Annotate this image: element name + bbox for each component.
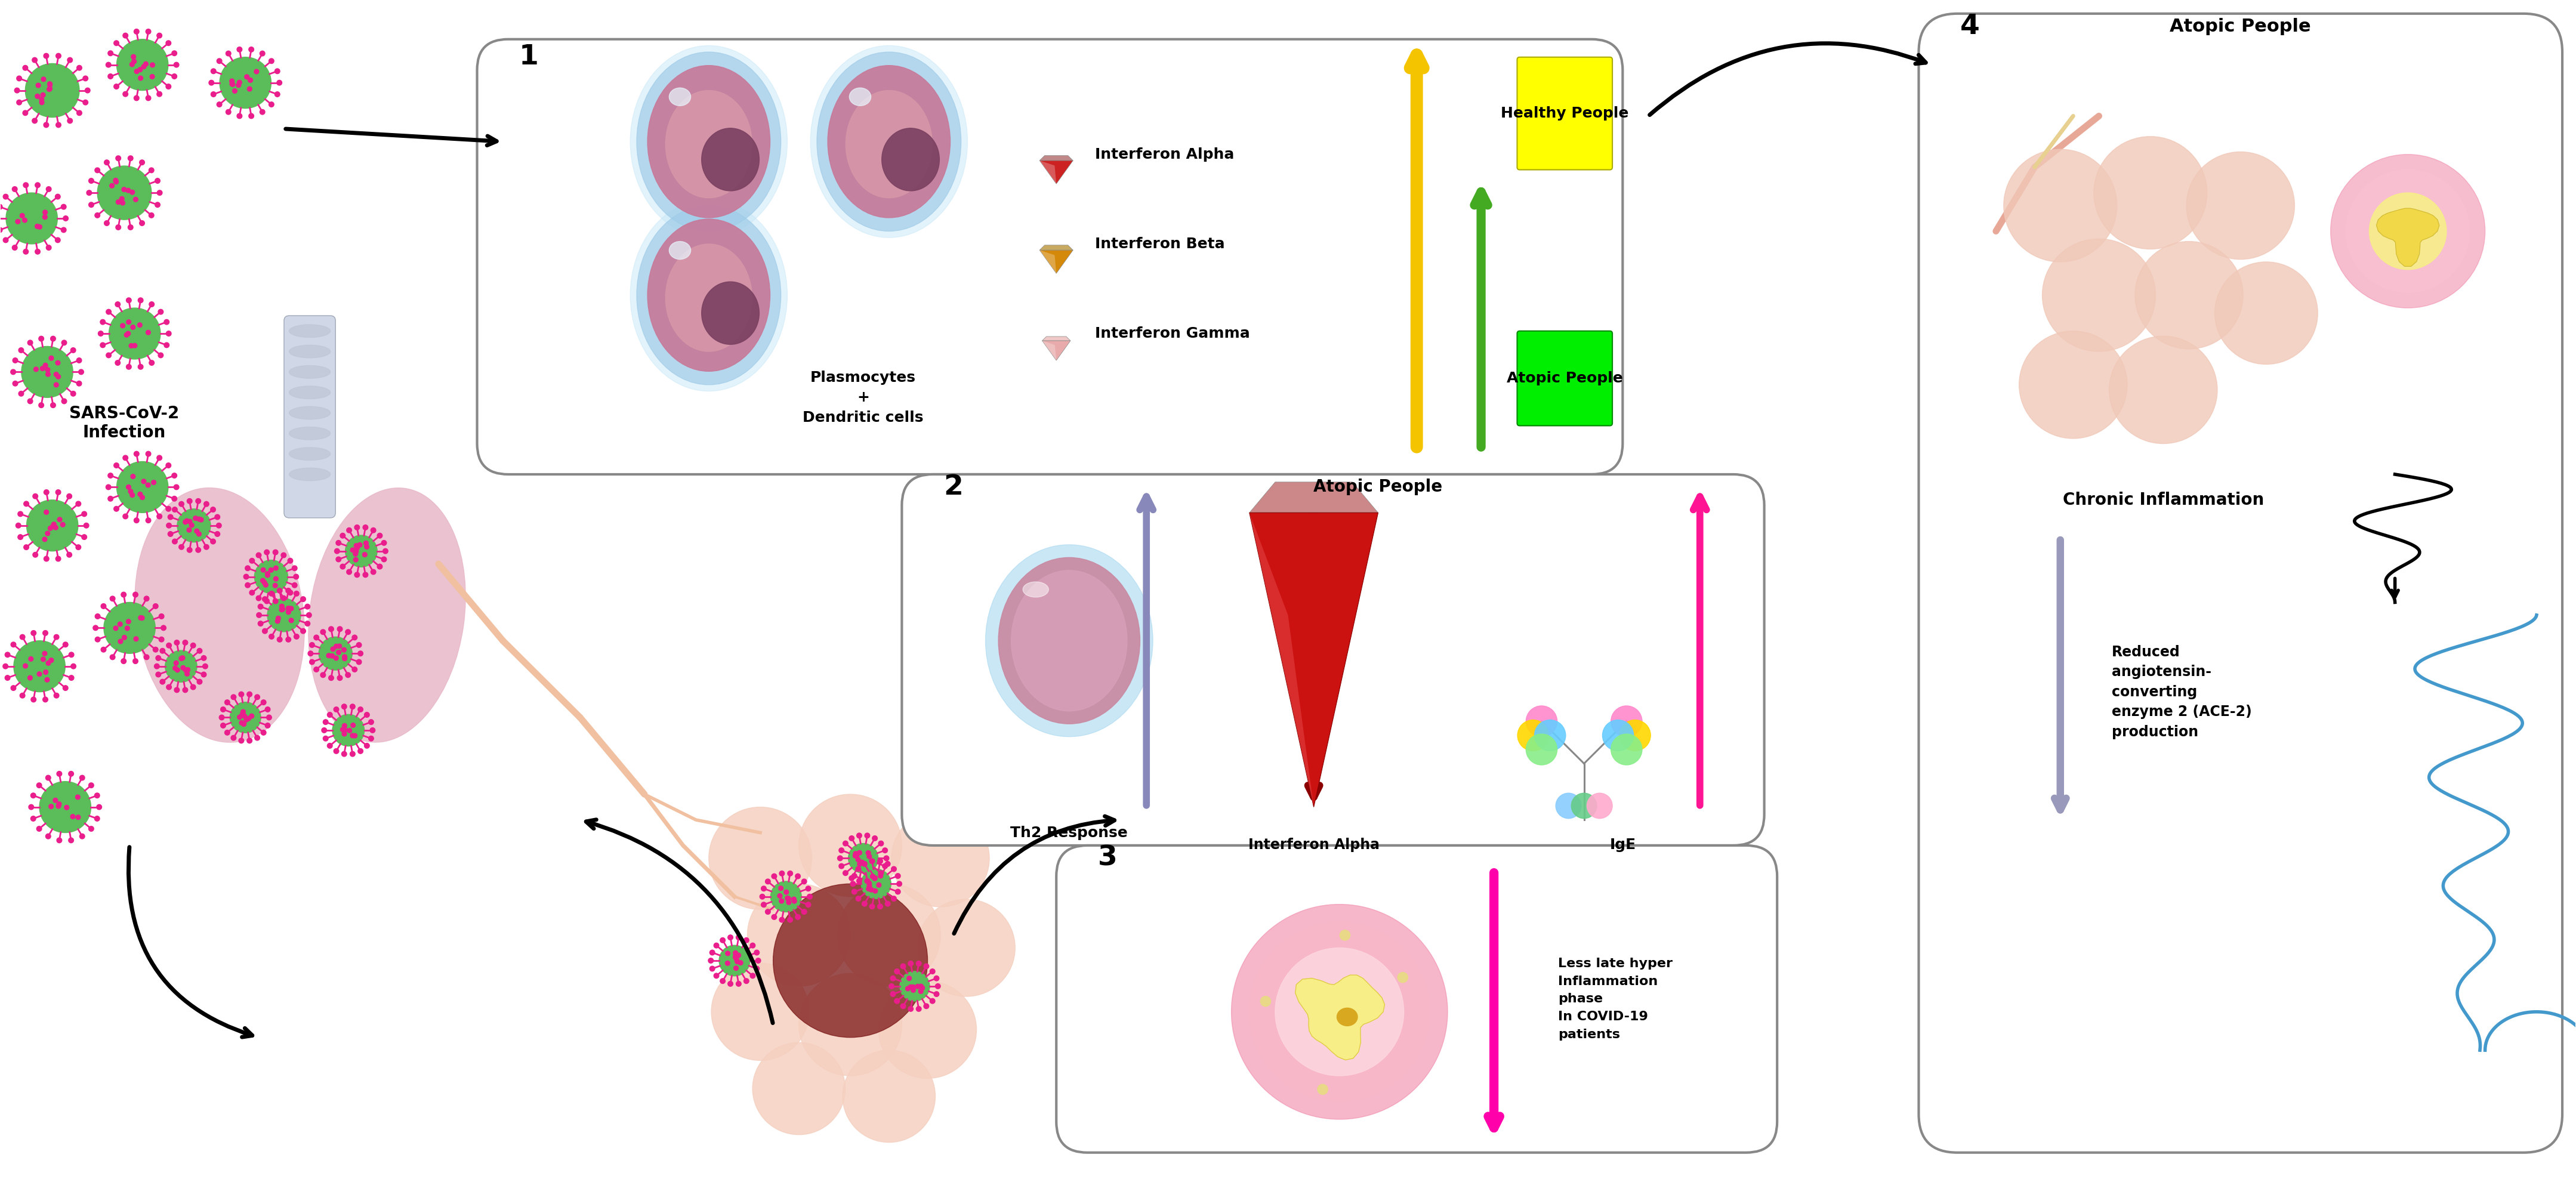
Circle shape [371,569,376,574]
Circle shape [57,489,62,495]
Circle shape [155,672,160,677]
Circle shape [232,694,237,699]
Circle shape [113,179,118,184]
Circle shape [1602,720,1633,751]
Circle shape [139,615,144,620]
Ellipse shape [811,46,969,238]
Circle shape [131,325,137,330]
Circle shape [41,651,46,656]
Circle shape [139,67,142,72]
Circle shape [340,727,345,732]
Circle shape [67,58,72,62]
Circle shape [744,937,750,943]
Circle shape [884,863,889,869]
Circle shape [3,664,8,668]
Circle shape [95,212,100,218]
Circle shape [116,199,121,204]
Circle shape [781,871,786,876]
Circle shape [139,75,142,80]
Circle shape [77,381,82,386]
Circle shape [116,461,167,513]
Circle shape [708,959,714,963]
Circle shape [113,178,118,183]
Polygon shape [1041,245,1074,250]
Circle shape [935,992,940,996]
Circle shape [912,984,914,989]
Ellipse shape [289,386,330,399]
Circle shape [796,874,801,878]
Circle shape [196,648,201,653]
Circle shape [126,485,131,489]
Circle shape [95,614,100,619]
Circle shape [806,894,811,900]
Circle shape [245,717,250,722]
Circle shape [147,330,149,335]
Circle shape [907,987,909,990]
Circle shape [752,1042,845,1134]
Circle shape [355,546,361,551]
Circle shape [242,722,247,726]
Circle shape [855,857,860,862]
Circle shape [160,648,165,653]
Text: Reduced
angiotensin-
converting
enzyme 2 (ACE-2)
production: Reduced angiotensin- converting enzyme 2… [2112,645,2251,739]
Circle shape [350,733,355,738]
Circle shape [255,560,289,593]
Circle shape [75,815,80,819]
Circle shape [157,455,162,461]
Circle shape [160,679,165,684]
Circle shape [355,525,361,531]
Circle shape [157,514,162,519]
Circle shape [371,727,376,733]
Circle shape [791,897,796,902]
Circle shape [773,874,778,878]
Circle shape [786,896,791,901]
Ellipse shape [647,219,770,371]
Circle shape [773,884,927,1038]
Circle shape [314,635,319,640]
Circle shape [113,463,118,468]
Circle shape [49,356,54,361]
Circle shape [376,533,381,538]
Circle shape [281,607,286,612]
Circle shape [866,878,871,883]
Circle shape [46,531,49,535]
Circle shape [801,878,806,884]
Circle shape [294,634,299,639]
Circle shape [219,57,270,108]
Circle shape [345,630,350,634]
Polygon shape [1296,975,1386,1060]
Circle shape [39,97,44,101]
Circle shape [131,474,137,479]
Circle shape [191,522,193,527]
Circle shape [791,898,796,903]
Ellipse shape [701,282,760,344]
Circle shape [268,599,301,632]
Circle shape [708,808,811,909]
Circle shape [335,707,340,712]
Circle shape [75,545,80,549]
Circle shape [77,358,82,363]
Circle shape [286,606,291,611]
Circle shape [237,47,242,52]
Circle shape [36,783,41,788]
Ellipse shape [701,129,760,191]
Circle shape [273,599,278,604]
Circle shape [858,862,863,867]
Circle shape [353,558,358,562]
Circle shape [129,225,134,230]
Circle shape [247,78,252,83]
Circle shape [70,652,75,657]
Circle shape [263,580,268,585]
Circle shape [245,574,250,579]
Circle shape [211,92,216,97]
Circle shape [2110,336,2218,443]
Ellipse shape [1337,1008,1358,1026]
Circle shape [353,549,358,554]
Circle shape [247,87,252,91]
Circle shape [873,889,878,894]
Circle shape [384,548,389,554]
Circle shape [337,644,343,648]
Circle shape [755,950,760,955]
Circle shape [204,664,209,668]
Circle shape [247,716,250,720]
